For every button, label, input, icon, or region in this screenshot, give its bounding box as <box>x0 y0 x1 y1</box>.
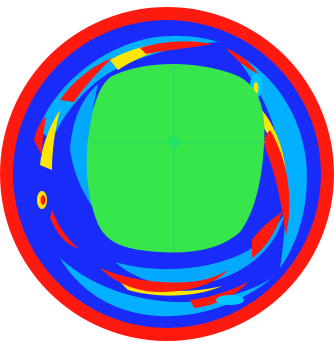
band-left-inner <box>70 84 140 245</box>
blob-2 <box>40 195 46 205</box>
band-lower-inner <box>115 212 285 286</box>
vortex-bands <box>34 35 307 317</box>
core-center <box>169 137 179 147</box>
red-top-left <box>60 58 112 102</box>
red-left-mid <box>50 210 78 248</box>
blob-3 <box>216 295 244 305</box>
red-left <box>34 116 46 156</box>
red-bottom-right <box>190 282 248 308</box>
red-bottom <box>100 268 228 292</box>
core-region <box>86 63 265 253</box>
red-right-lower <box>252 212 282 258</box>
red-top <box>140 41 212 54</box>
yellow-top <box>110 42 180 70</box>
yellow-bottom <box>120 282 222 296</box>
yellow-left <box>40 110 60 170</box>
red-top-right <box>226 48 258 74</box>
red-right <box>264 130 290 236</box>
